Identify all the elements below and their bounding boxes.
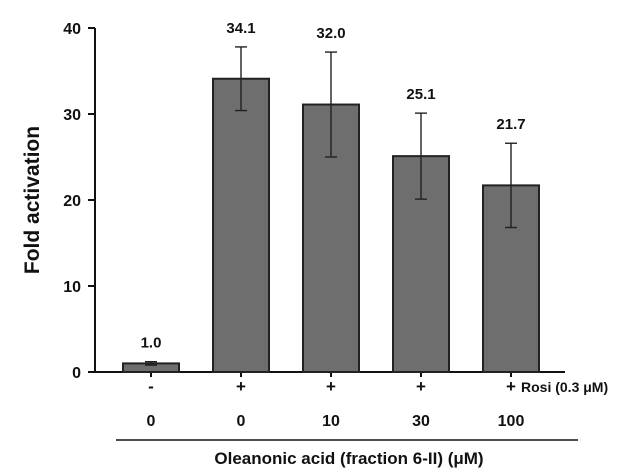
- concentration-label: 30: [412, 413, 430, 430]
- bar: [482, 184, 540, 373]
- concentration-label: 100: [498, 413, 525, 430]
- rosi-sign: +: [236, 377, 246, 396]
- bars: [122, 77, 540, 374]
- y-tick-label: 40: [63, 21, 81, 38]
- y-tick-label: 30: [63, 107, 81, 124]
- y-tick-label: 0: [72, 365, 81, 382]
- rosi-sign: +: [326, 377, 336, 396]
- data-label: 32.0: [316, 25, 345, 42]
- error-bars: [145, 46, 517, 366]
- x-axis-label: Oleanonic acid (fraction 6-II) (μM): [214, 449, 483, 468]
- data-label: 21.7: [496, 116, 525, 133]
- concentration-label: 0: [237, 413, 246, 430]
- data-label: 34.1: [226, 20, 255, 37]
- data-label: 1.0: [141, 335, 162, 352]
- data-label: 25.1: [406, 86, 435, 103]
- concentration-label: 10: [322, 413, 340, 430]
- rosi-sign: -: [148, 377, 154, 396]
- rosi-sign: +: [416, 377, 426, 396]
- y-axis-label: Fold activation: [21, 126, 44, 274]
- y-tick-label: 20: [63, 193, 81, 210]
- bar: [212, 77, 270, 374]
- y-tick-label: 10: [63, 279, 81, 296]
- annotations: 1.0 34.1 32.0 25.1 21.7 - + + + + Rosi (0.3 μM) 0 0 1…: [141, 20, 609, 430]
- rosi-label: Rosi (0.3 μM): [521, 379, 608, 395]
- concentration-label: 0: [147, 413, 156, 430]
- rosi-sign: +: [506, 377, 516, 396]
